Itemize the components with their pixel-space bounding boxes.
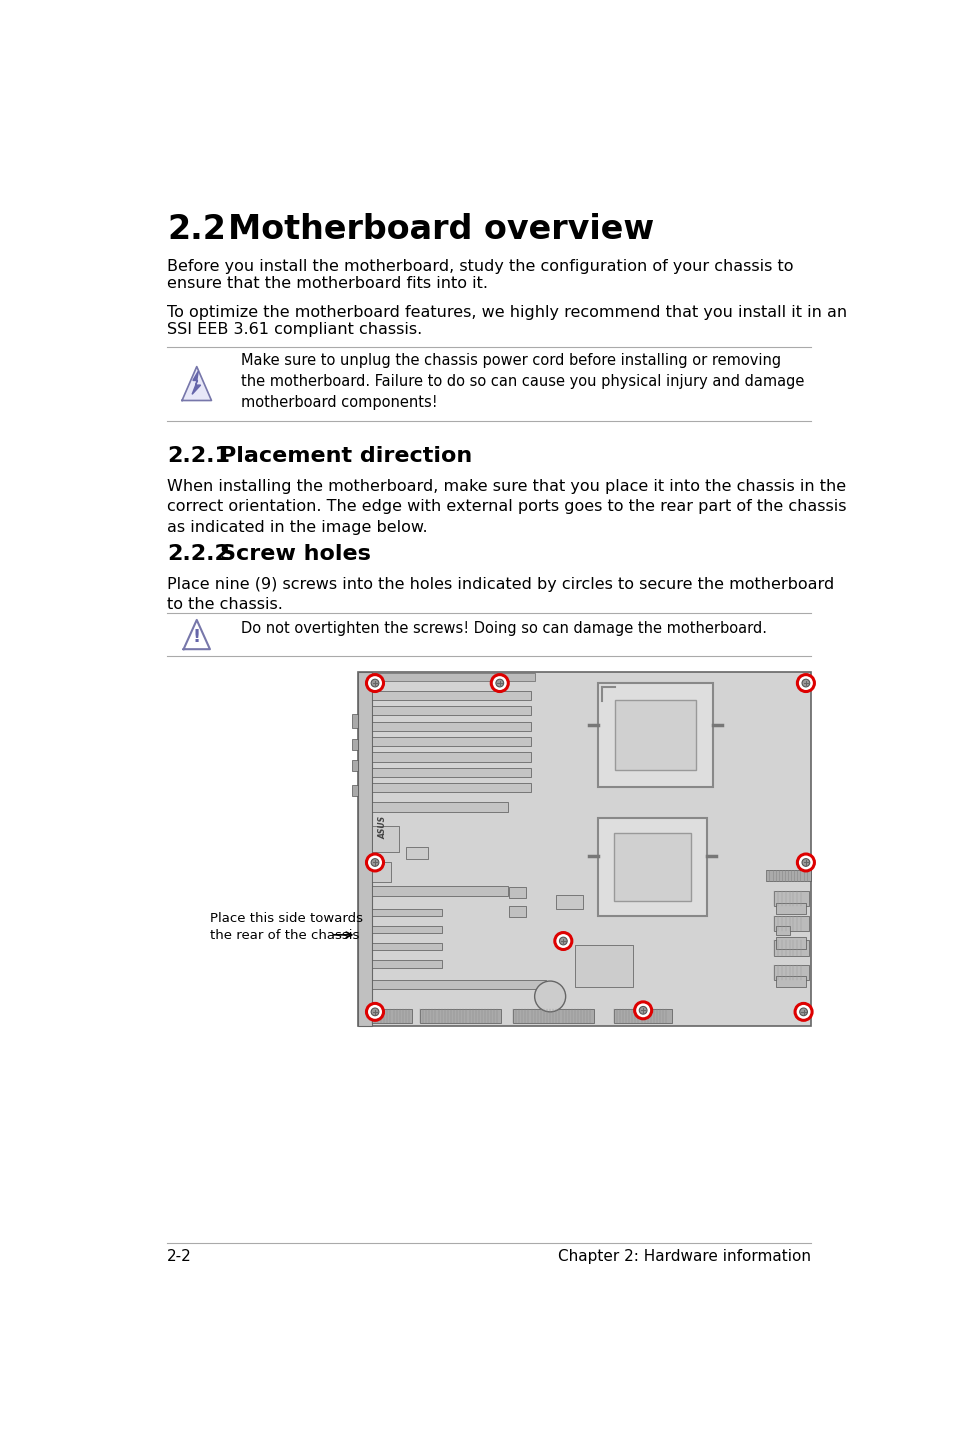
Circle shape [496, 679, 503, 687]
Bar [372, 768, 530, 777]
Bar [372, 909, 441, 916]
Text: Motherboard overview: Motherboard overview [228, 213, 654, 246]
Text: 2-2: 2-2 [167, 1250, 192, 1264]
Bar [372, 706, 530, 716]
Polygon shape [182, 367, 212, 400]
Bar [613, 1009, 671, 1022]
Circle shape [801, 679, 809, 687]
Bar [776, 926, 790, 935]
Text: Placement direction: Placement direction [220, 446, 472, 466]
Bar [773, 916, 808, 930]
Circle shape [639, 1007, 646, 1014]
Polygon shape [183, 620, 210, 649]
Circle shape [797, 854, 814, 871]
Circle shape [558, 938, 567, 945]
Circle shape [801, 858, 809, 866]
Bar [598, 683, 712, 787]
Bar [357, 672, 372, 1025]
Text: 2.2.1: 2.2.1 [167, 446, 230, 466]
Bar [352, 785, 357, 797]
Circle shape [371, 679, 378, 687]
Bar [773, 940, 808, 956]
Text: Do not overtighten the screws! Doing so can damage the motherboard.: Do not overtighten the screws! Doing so … [241, 621, 766, 636]
Bar [372, 979, 546, 989]
Circle shape [534, 981, 565, 1012]
Bar [765, 870, 810, 881]
Bar [513, 1009, 594, 1022]
Bar [352, 739, 357, 751]
Bar [776, 938, 805, 949]
Text: Before you install the motherboard, study the configuration of your chassis to
e: Before you install the motherboard, stud… [167, 259, 793, 292]
Text: Screw holes: Screw holes [220, 544, 371, 564]
Bar [372, 886, 507, 896]
Bar [509, 887, 525, 897]
Circle shape [634, 1002, 651, 1018]
Text: !: ! [193, 628, 200, 646]
Bar [372, 942, 441, 951]
Text: ASUS: ASUS [377, 817, 387, 840]
Bar [372, 722, 530, 731]
Circle shape [799, 1008, 806, 1015]
Bar [509, 906, 525, 917]
Bar [773, 965, 808, 981]
Bar [773, 892, 808, 906]
Circle shape [491, 674, 508, 692]
Bar [352, 713, 357, 728]
Bar [372, 863, 391, 881]
Bar [406, 847, 427, 860]
Bar [372, 784, 530, 792]
Text: Place nine (9) screws into the holes indicated by circles to secure the motherbo: Place nine (9) screws into the holes ind… [167, 577, 834, 613]
Bar [372, 690, 530, 700]
Bar [555, 894, 582, 909]
Circle shape [371, 858, 378, 866]
Text: To optimize the motherboard features, we highly recommend that you install it in: To optimize the motherboard features, we… [167, 305, 846, 338]
Bar [776, 975, 805, 988]
Bar [357, 672, 810, 1025]
Bar [372, 926, 441, 933]
Circle shape [555, 933, 571, 949]
Bar [372, 825, 398, 853]
Text: Chapter 2: Hardware information: Chapter 2: Hardware information [557, 1250, 810, 1264]
Text: 2.2.2: 2.2.2 [167, 544, 230, 564]
Bar [372, 802, 507, 811]
Bar [776, 903, 805, 915]
Bar [575, 945, 633, 988]
Bar [615, 700, 695, 771]
Bar [419, 1009, 500, 1022]
Text: When installing the motherboard, make sure that you place it into the chassis in: When installing the motherboard, make su… [167, 479, 846, 535]
Bar [372, 752, 530, 762]
Text: Make sure to unplug the chassis power cord before installing or removing
the mot: Make sure to unplug the chassis power co… [241, 352, 803, 410]
Bar [372, 961, 441, 968]
Circle shape [366, 854, 383, 871]
Text: Place this side towards
the rear of the chassis: Place this side towards the rear of the … [210, 912, 362, 942]
Circle shape [366, 1004, 383, 1021]
Circle shape [797, 674, 814, 692]
Circle shape [794, 1004, 811, 1021]
Bar [372, 736, 530, 746]
Circle shape [371, 1008, 378, 1015]
Bar [352, 761, 357, 771]
Bar [598, 818, 706, 916]
Circle shape [366, 674, 383, 692]
Bar [613, 833, 691, 902]
Text: 2.2: 2.2 [167, 213, 226, 246]
Polygon shape [192, 371, 200, 394]
Bar [372, 1009, 412, 1022]
Bar [372, 673, 534, 680]
